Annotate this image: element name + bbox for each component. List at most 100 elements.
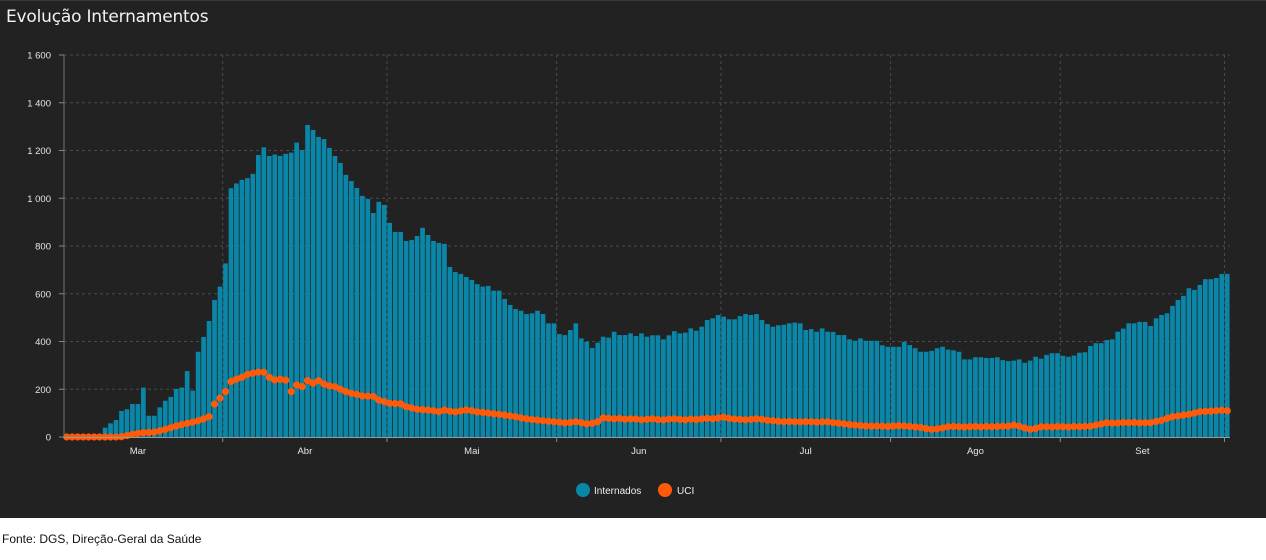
point-uci[interactable] — [1064, 423, 1073, 431]
bar-internados[interactable] — [409, 240, 414, 437]
bar-internados[interactable] — [589, 347, 595, 437]
bar-internados[interactable] — [1208, 279, 1214, 437]
point-uci[interactable] — [1130, 418, 1138, 427]
point-uci[interactable] — [495, 410, 503, 418]
bar-internados[interactable] — [726, 319, 732, 437]
point-uci[interactable] — [271, 376, 279, 384]
bar-internados[interactable] — [1213, 277, 1219, 437]
point-uci[interactable] — [167, 424, 175, 432]
point-uci[interactable] — [851, 421, 859, 429]
point-uci[interactable] — [227, 378, 235, 386]
bar-internados[interactable] — [776, 325, 781, 437]
bar-internados[interactable] — [343, 174, 349, 438]
point-uci[interactable] — [1196, 408, 1204, 416]
point-uci[interactable] — [999, 422, 1007, 430]
point-uci[interactable] — [791, 418, 799, 426]
bar-internados[interactable] — [754, 314, 759, 437]
point-uci[interactable] — [900, 422, 908, 430]
point-uci[interactable] — [424, 406, 432, 414]
point-uci[interactable] — [468, 407, 476, 415]
bar-internados[interactable] — [1022, 362, 1028, 437]
point-uci[interactable] — [517, 414, 525, 422]
bar-internados[interactable] — [431, 240, 436, 437]
bar-internados[interactable] — [622, 335, 628, 437]
bar-internados[interactable] — [628, 333, 633, 437]
bar-internados[interactable] — [420, 227, 425, 437]
bar-internados[interactable] — [721, 316, 726, 437]
point-uci[interactable] — [840, 420, 848, 428]
bar-internados[interactable] — [704, 320, 710, 437]
bar-internados[interactable] — [436, 242, 442, 437]
bar-internados[interactable] — [781, 324, 787, 437]
bar-internados[interactable] — [568, 330, 573, 437]
point-uci[interactable] — [730, 415, 739, 423]
bar-internados[interactable] — [1224, 273, 1230, 437]
point-uci[interactable] — [550, 418, 558, 426]
bar-internados[interactable] — [316, 136, 321, 438]
point-uci[interactable] — [1021, 424, 1029, 432]
bar-internados[interactable] — [710, 318, 716, 437]
point-uci[interactable] — [845, 420, 854, 429]
point-uci[interactable] — [265, 373, 273, 381]
point-uci[interactable] — [988, 423, 996, 431]
bar-internados[interactable] — [967, 359, 973, 437]
bar-internados[interactable] — [458, 273, 464, 437]
point-uci[interactable] — [681, 416, 689, 424]
bar-internados[interactable] — [617, 335, 622, 437]
bar-internados[interactable] — [546, 323, 551, 437]
point-uci[interactable] — [752, 415, 761, 423]
point-uci[interactable] — [347, 389, 355, 397]
point-uci[interactable] — [260, 368, 268, 376]
point-uci[interactable] — [1037, 423, 1045, 431]
bar-internados[interactable] — [973, 357, 978, 437]
bar-internados[interactable] — [551, 323, 557, 437]
bar-internados[interactable] — [261, 147, 267, 438]
point-uci[interactable] — [720, 413, 728, 421]
bar-internados[interactable] — [606, 337, 611, 437]
bar-internados[interactable] — [245, 178, 250, 437]
bar-internados[interactable] — [847, 339, 852, 437]
point-uci[interactable] — [528, 415, 536, 424]
bar-internados[interactable] — [1202, 279, 1208, 437]
bar-internados[interactable] — [693, 330, 699, 437]
bar-internados[interactable] — [874, 340, 880, 437]
point-uci[interactable] — [1032, 424, 1040, 433]
point-uci[interactable] — [287, 388, 295, 396]
legend-item-internados[interactable]: Internados — [576, 483, 641, 497]
point-uci[interactable] — [867, 422, 876, 430]
point-uci[interactable] — [758, 415, 766, 423]
point-uci[interactable] — [873, 422, 881, 430]
point-uci[interactable] — [380, 398, 388, 406]
bar-internados[interactable] — [1005, 361, 1011, 437]
bar-internados[interactable] — [250, 173, 256, 437]
bar-internados[interactable] — [562, 335, 568, 437]
point-uci[interactable] — [1174, 412, 1182, 420]
point-uci[interactable] — [1163, 414, 1171, 422]
point-uci[interactable] — [824, 418, 832, 426]
bar-internados[interactable] — [1027, 360, 1033, 437]
point-uci[interactable] — [1146, 419, 1155, 427]
bar-internados[interactable] — [666, 335, 672, 437]
bar-internados[interactable] — [354, 187, 360, 437]
bar-internados[interactable] — [447, 267, 453, 437]
bar-internados[interactable] — [978, 357, 984, 437]
point-uci[interactable] — [654, 415, 662, 424]
bar-internados[interactable] — [1098, 343, 1104, 437]
point-uci[interactable] — [977, 423, 985, 431]
point-uci[interactable] — [199, 415, 208, 423]
bar-internados[interactable] — [201, 336, 206, 437]
point-uci[interactable] — [922, 425, 930, 433]
bar-internados[interactable] — [168, 396, 174, 437]
bar-internados[interactable] — [359, 195, 365, 437]
point-uci[interactable] — [1201, 407, 1209, 416]
point-uci[interactable] — [440, 406, 449, 414]
bar-internados[interactable] — [1131, 323, 1137, 437]
bar-internados[interactable] — [699, 326, 705, 437]
bar-internados[interactable] — [338, 162, 343, 438]
point-uci[interactable] — [1212, 407, 1220, 415]
point-uci[interactable] — [780, 418, 788, 426]
bar-internados[interactable] — [195, 351, 201, 437]
bar-internados[interactable] — [770, 326, 776, 437]
bar-internados[interactable] — [157, 407, 163, 437]
point-uci[interactable] — [807, 418, 815, 426]
